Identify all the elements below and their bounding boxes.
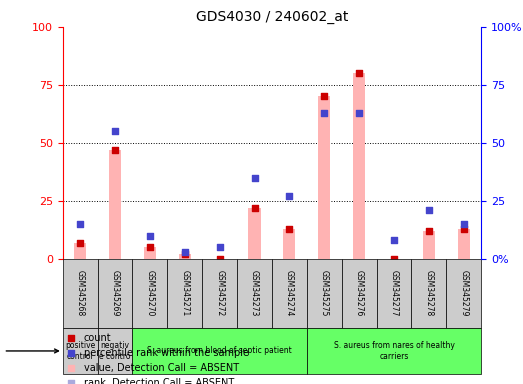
Point <box>76 221 84 227</box>
Point <box>320 109 328 116</box>
Text: GSM345276: GSM345276 <box>355 270 363 317</box>
Text: infection: infection <box>0 346 59 356</box>
FancyBboxPatch shape <box>307 259 342 328</box>
Text: GSM345269: GSM345269 <box>110 270 120 317</box>
Point <box>425 228 433 234</box>
Point <box>344 343 352 349</box>
Bar <box>458 228 470 259</box>
Point <box>180 251 189 257</box>
Text: GSM345272: GSM345272 <box>215 270 224 317</box>
Text: negativ
e contro: negativ e contro <box>99 341 131 361</box>
Point <box>76 240 84 246</box>
FancyBboxPatch shape <box>446 259 481 328</box>
Point <box>215 256 224 262</box>
Text: GSM345279: GSM345279 <box>459 270 468 317</box>
Point <box>344 75 352 81</box>
FancyBboxPatch shape <box>132 259 167 328</box>
Text: GSM345268: GSM345268 <box>76 270 85 317</box>
Bar <box>74 243 86 259</box>
Text: percentile rank within the sample: percentile rank within the sample <box>84 348 248 358</box>
Point <box>460 225 468 232</box>
Text: count: count <box>84 333 111 343</box>
FancyBboxPatch shape <box>132 328 307 374</box>
Point <box>285 193 293 199</box>
Point <box>390 237 398 243</box>
Point <box>390 256 398 262</box>
Point <box>344 212 352 218</box>
FancyBboxPatch shape <box>98 328 132 374</box>
Text: S. aureus from nares of healthy
carriers: S. aureus from nares of healthy carriers <box>334 341 454 361</box>
Point <box>111 147 119 153</box>
Point <box>146 244 154 250</box>
Text: GSM345278: GSM345278 <box>424 270 434 317</box>
Text: GSM345271: GSM345271 <box>180 270 189 317</box>
Bar <box>179 254 191 259</box>
FancyBboxPatch shape <box>237 259 272 328</box>
Point <box>111 128 119 134</box>
Point <box>355 109 363 116</box>
Title: GDS4030 / 240602_at: GDS4030 / 240602_at <box>196 10 348 25</box>
Bar <box>318 96 331 259</box>
Point <box>251 205 259 211</box>
Point <box>425 207 433 213</box>
Text: S. aureus from blood of septic patient: S. aureus from blood of septic patient <box>147 346 292 356</box>
FancyBboxPatch shape <box>412 259 446 328</box>
Point <box>320 93 328 99</box>
Text: GSM345273: GSM345273 <box>250 270 259 317</box>
FancyBboxPatch shape <box>272 259 307 328</box>
Point <box>215 244 224 250</box>
FancyBboxPatch shape <box>98 259 132 328</box>
FancyBboxPatch shape <box>202 259 237 328</box>
Text: GSM345270: GSM345270 <box>145 270 154 317</box>
Bar <box>283 228 295 259</box>
FancyBboxPatch shape <box>342 259 377 328</box>
Point <box>355 70 363 76</box>
FancyBboxPatch shape <box>63 328 98 374</box>
Text: rank, Detection Call = ABSENT: rank, Detection Call = ABSENT <box>84 378 234 384</box>
Text: value, Detection Call = ABSENT: value, Detection Call = ABSENT <box>84 363 239 373</box>
Point <box>251 175 259 181</box>
Text: GSM345275: GSM345275 <box>320 270 329 317</box>
Bar <box>423 231 435 259</box>
Text: GSM345274: GSM345274 <box>285 270 294 317</box>
FancyBboxPatch shape <box>307 328 481 374</box>
Bar <box>248 208 260 259</box>
Text: positive
control: positive control <box>65 341 95 361</box>
Bar <box>109 150 121 259</box>
FancyBboxPatch shape <box>377 259 412 328</box>
Bar <box>144 247 156 259</box>
Point <box>460 221 468 227</box>
FancyBboxPatch shape <box>167 259 202 328</box>
FancyBboxPatch shape <box>63 259 98 328</box>
Bar <box>353 73 365 259</box>
Point <box>180 249 189 255</box>
Point <box>146 233 154 239</box>
Text: GSM345277: GSM345277 <box>390 270 399 317</box>
Point <box>285 225 293 232</box>
